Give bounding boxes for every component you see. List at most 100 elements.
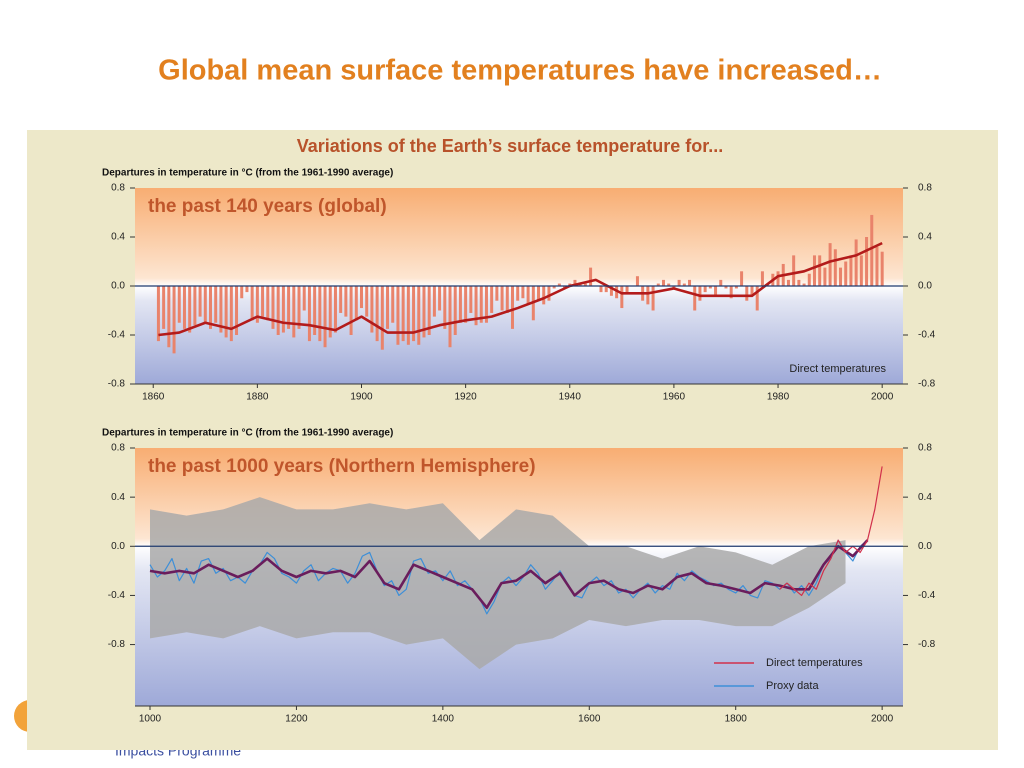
bar xyxy=(807,273,811,286)
bar xyxy=(734,286,738,289)
bar xyxy=(177,286,181,323)
x-tick-label: 1920 xyxy=(455,392,478,403)
y-tick-label-right: -0.4 xyxy=(918,330,936,341)
bar xyxy=(635,276,639,286)
slide-title: Global mean surface temperatures have in… xyxy=(158,55,882,87)
bar xyxy=(339,286,343,313)
bar xyxy=(526,286,530,305)
bar xyxy=(391,286,395,323)
bar xyxy=(802,283,806,286)
bar xyxy=(573,279,577,286)
bar xyxy=(880,251,884,286)
bar xyxy=(261,286,265,317)
bar xyxy=(797,279,801,286)
x-tick-label: 1400 xyxy=(432,714,455,725)
bar xyxy=(609,286,613,296)
x-tick-label: 2000 xyxy=(871,714,894,725)
bar xyxy=(271,286,275,329)
bar xyxy=(812,255,816,286)
bar xyxy=(755,286,759,311)
bar xyxy=(307,286,311,342)
bar xyxy=(255,286,259,323)
y-tick-label: 0.4 xyxy=(111,232,125,243)
y-tick-label: 0.8 xyxy=(111,443,125,454)
bar xyxy=(828,243,832,286)
bar xyxy=(386,286,390,329)
bar xyxy=(359,286,363,309)
bar xyxy=(193,286,197,326)
x-tick-label: 1940 xyxy=(559,392,582,403)
y-tick-label-right: 0.8 xyxy=(918,183,932,194)
bar xyxy=(661,279,665,286)
x-tick-label: 1980 xyxy=(767,392,790,403)
y-tick-label: -0.4 xyxy=(108,330,126,341)
bar xyxy=(656,283,660,286)
bar xyxy=(438,286,442,311)
bar xyxy=(589,267,593,286)
bar xyxy=(474,286,478,326)
uncertainty-band xyxy=(150,497,846,670)
bar xyxy=(542,286,546,305)
bar xyxy=(646,286,650,305)
bar xyxy=(182,286,186,329)
bar xyxy=(281,286,285,333)
bar xyxy=(208,286,212,329)
bar xyxy=(833,249,837,286)
x-tick-label: 1800 xyxy=(725,714,748,725)
bar xyxy=(443,286,447,329)
bar xyxy=(323,286,327,348)
bar xyxy=(677,279,681,286)
bar xyxy=(354,286,358,321)
chart-title: the past 140 years (global) xyxy=(148,196,387,217)
bar xyxy=(854,239,858,286)
bar xyxy=(760,271,764,286)
bar xyxy=(266,286,270,321)
y-tick-label-right: -0.8 xyxy=(918,639,936,650)
x-tick-label: 1900 xyxy=(350,392,373,403)
bar xyxy=(453,286,457,335)
bar xyxy=(313,286,317,335)
bar xyxy=(224,286,228,338)
y-tick-label: -0.8 xyxy=(108,379,126,390)
bar xyxy=(714,286,718,296)
bar xyxy=(422,286,426,338)
bar xyxy=(479,286,483,323)
y-tick-label-right: -0.4 xyxy=(918,590,936,601)
bar xyxy=(740,271,744,286)
y-tick-label: 0.0 xyxy=(111,281,125,292)
bar xyxy=(250,286,254,321)
bar xyxy=(406,286,410,345)
bar xyxy=(245,286,249,293)
bar xyxy=(375,286,379,342)
bar xyxy=(344,286,348,317)
annotation: Direct temperatures xyxy=(789,363,886,375)
y-tick-label: -0.4 xyxy=(108,590,126,601)
y-tick-label: 0.4 xyxy=(111,492,125,503)
bar xyxy=(370,286,374,333)
bar xyxy=(276,286,280,335)
bar xyxy=(328,286,332,338)
bar xyxy=(469,286,473,313)
y-tick-label-right: 0.4 xyxy=(918,232,932,243)
bar xyxy=(708,286,712,289)
x-tick-label: 1200 xyxy=(285,714,308,725)
bar xyxy=(297,286,301,329)
y-tick-label-right: -0.8 xyxy=(918,379,936,390)
bar xyxy=(235,286,239,335)
bar xyxy=(214,286,218,323)
bar xyxy=(844,261,848,286)
bar xyxy=(432,286,436,317)
bar xyxy=(292,286,296,338)
bar xyxy=(870,214,874,286)
bar xyxy=(219,286,223,333)
y-tick-label-right: 0.0 xyxy=(918,281,932,292)
bar xyxy=(667,283,671,286)
bar xyxy=(229,286,233,342)
y-axis-label: Departures in temperature in °C (from th… xyxy=(102,168,393,179)
bar xyxy=(537,286,541,301)
bar xyxy=(167,286,171,348)
bar xyxy=(500,286,504,311)
bar xyxy=(401,286,405,342)
bar xyxy=(724,286,728,289)
bar xyxy=(333,286,337,333)
